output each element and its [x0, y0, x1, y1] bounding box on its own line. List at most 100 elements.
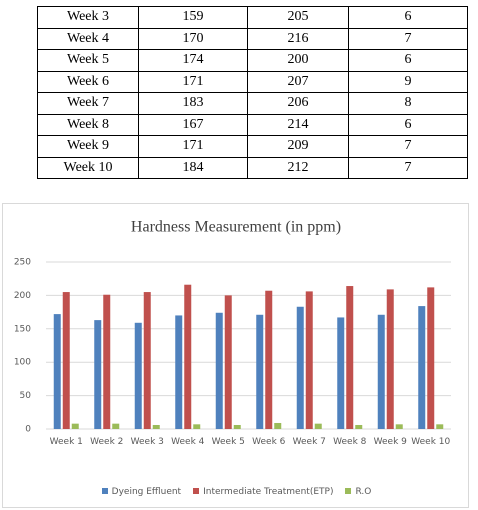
table-cell: Week 10 [37, 156, 139, 179]
table-cell: 205 [247, 6, 349, 29]
bar [143, 292, 151, 429]
table-cell: 7 [348, 27, 468, 50]
bar [193, 424, 201, 429]
x-tick-label: Week 10 [411, 437, 451, 447]
table-cell: 8 [348, 92, 468, 115]
legend-swatch [345, 488, 352, 494]
y-tick-label: 0 [25, 425, 31, 435]
table-cell: Week 8 [37, 113, 139, 136]
bar [337, 317, 345, 429]
table-cell: 171 [138, 135, 248, 158]
table-cell: 200 [247, 49, 349, 72]
y-tick-label: 150 [14, 324, 31, 334]
bar [427, 287, 435, 429]
table-cell: Week 9 [37, 135, 139, 158]
bar [436, 424, 444, 429]
table-cell: Week 3 [37, 6, 139, 29]
y-tick-label: 200 [14, 291, 31, 301]
bar [314, 423, 322, 429]
legend-item: Intermediate Treatment(ETP) [193, 487, 333, 497]
bar [355, 424, 363, 429]
bar [175, 315, 183, 429]
table-cell: 6 [348, 49, 468, 72]
table-cell: 170 [138, 27, 248, 50]
bar [418, 306, 426, 429]
bar [395, 424, 403, 429]
legend: Dyeing Effluent Intermediate Treatment(ET… [3, 487, 470, 497]
x-tick-label: Week 6 [252, 437, 286, 447]
table-cell: 167 [138, 113, 248, 136]
bar [274, 422, 282, 429]
table-row: Week 3 159 205 6 [37, 6, 468, 29]
table-cell: 214 [247, 113, 349, 136]
x-tick-label: Week 9 [373, 437, 407, 447]
bar [233, 424, 241, 429]
x-tick-label: Week 2 [90, 437, 124, 447]
table-row: Week 10 184 212 7 [37, 156, 468, 179]
table-cell: 209 [247, 135, 349, 158]
table-cell: 216 [247, 27, 349, 50]
chart-svg: Hardness Measurement (in ppm) 0 50 100 150 2… [14, 219, 451, 435]
table-row: Week 7 183 206 8 [37, 92, 468, 115]
bar [224, 295, 232, 429]
table-cell: 212 [247, 156, 349, 179]
bar [377, 314, 385, 429]
bar [112, 423, 120, 429]
table-cell: 6 [348, 113, 468, 136]
table-cell: Week 4 [37, 27, 139, 50]
table-cell: Week 5 [37, 49, 139, 72]
table-cell: 9 [348, 70, 468, 93]
bar [256, 314, 264, 429]
legend-item: R.O [345, 487, 371, 497]
x-tick-label: Week 7 [292, 437, 326, 447]
table-cell: 7 [348, 135, 468, 158]
x-tick-label: Week 3 [130, 437, 164, 447]
legend-label: Dyeing Effluent [111, 487, 182, 497]
bar [215, 312, 223, 429]
x-tick-label: Week 8 [333, 437, 367, 447]
x-tick-label: Week 1 [49, 437, 83, 447]
bar [71, 423, 79, 429]
bar [94, 320, 102, 429]
y-tick-label: 250 [14, 258, 31, 268]
table-row: Week 8 167 214 6 [37, 113, 468, 136]
chart-title: Hardness Measurement (in ppm) [131, 219, 341, 236]
table-cell: 159 [138, 6, 248, 29]
bar [346, 286, 354, 429]
x-tick-label: Week 5 [211, 437, 245, 447]
x-tick-label: Week 4 [171, 437, 205, 447]
y-tick-label: 50 [20, 391, 32, 401]
legend-swatch [193, 488, 200, 494]
data-table: Week 3 159 205 6 Week 4 170 216 7 Week 5 174 200 6 W… [37, 6, 468, 179]
bar [305, 291, 313, 429]
table-row: Week 5 174 200 6 [37, 49, 468, 72]
table-cell: 184 [138, 156, 248, 179]
bar [53, 314, 61, 429]
table-cell: 7 [348, 156, 468, 179]
table-cell: Week 7 [37, 92, 139, 115]
table-cell: Week 6 [37, 70, 139, 93]
table-cell: 174 [138, 49, 248, 72]
bar [62, 292, 70, 429]
table-row: Week 4 170 216 7 [37, 27, 468, 50]
table-cell: 183 [138, 92, 248, 115]
table-row: Week 6 171 207 9 [37, 70, 468, 93]
table-cell: 206 [247, 92, 349, 115]
bar [386, 289, 394, 429]
bar [103, 294, 111, 429]
table-row: Week 9 171 209 7 [37, 135, 468, 158]
bar [296, 306, 304, 429]
y-tick-label: 100 [14, 358, 31, 368]
bar [134, 322, 142, 429]
legend-item: Dyeing Effluent [101, 487, 182, 497]
table-cell: 207 [247, 70, 349, 93]
legend-swatch [101, 488, 108, 494]
legend-label: Intermediate Treatment(ETP) [203, 487, 334, 497]
bar [265, 290, 273, 429]
legend-label: R.O [355, 487, 372, 497]
bar [152, 424, 160, 429]
chart: Hardness Measurement (in ppm) 0 50 100 150 2… [2, 203, 469, 508]
table-cell: 6 [348, 6, 468, 29]
table-cell: 171 [138, 70, 248, 93]
